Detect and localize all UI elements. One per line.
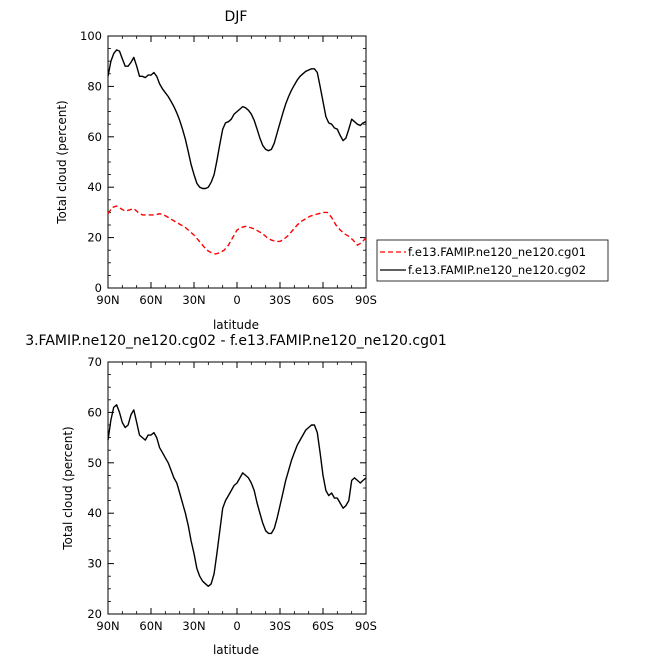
- bottom-y-tick-label: 50: [87, 456, 102, 470]
- bottom-axis-ticks: 20 30 40 50 60 70 90N 60N 30N 0 30S 60S 90S: [87, 355, 377, 633]
- top-legend: f.e13.FAMIP.ne120_ne120.cg01 f.e13.FAMIP…: [376, 239, 609, 282]
- top-x-axis-label: latitude: [213, 318, 259, 332]
- top-y-tick-label: 80: [87, 79, 102, 93]
- bottom-series-lines: [107, 404, 367, 587]
- bottom-y-tick-label: 70: [87, 355, 102, 369]
- bottom-x-tick-label: 60S: [312, 619, 334, 633]
- bottom-y-tick-label: 20: [87, 607, 102, 621]
- top-series-lines: [107, 49, 367, 255]
- top-y-tick-label: 40: [87, 180, 102, 194]
- bottom-plot-frame: [107, 361, 367, 615]
- bottom-x-tick-label: 90S: [355, 619, 377, 633]
- bottom-chart: 3.FAMIP.ne120_ne120.cg02 - f.e13.FAMIP.n…: [25, 333, 447, 657]
- top-x-tick-label: 60S: [312, 293, 334, 307]
- top-chart: DJF 0 20 40 60 80 100 90N 60N 30N 0 30S 60S 90S lati…: [55, 9, 609, 332]
- top-x-tick-label: 60N: [139, 293, 162, 307]
- bottom-series-line-1: [107, 404, 367, 587]
- top-x-tick-label: 30N: [182, 293, 205, 307]
- bottom-x-tick-label: 30S: [269, 619, 291, 633]
- bottom-y-tick-label: 30: [87, 557, 102, 571]
- top-y-axis-label: Total cloud (percent): [55, 100, 69, 224]
- top-y-tick-label: 0: [95, 281, 102, 295]
- bottom-y-tick-label: 40: [87, 506, 102, 520]
- top-plot-frame: [107, 35, 367, 289]
- top-series-line-1: [107, 205, 367, 255]
- bottom-x-tick-label: 90N: [96, 619, 119, 633]
- top-y-tick-label: 60: [87, 130, 102, 144]
- top-x-tick-label: 90N: [96, 293, 119, 307]
- legend-box: [376, 239, 609, 282]
- legend-label-cg01: f.e13.FAMIP.ne120_ne120.cg01: [408, 245, 586, 259]
- bottom-x-tick-label: 0: [233, 619, 240, 633]
- top-y-tick-label: 20: [87, 231, 102, 245]
- bottom-x-tick-label: 60N: [139, 619, 162, 633]
- top-y-tick-label: 100: [80, 29, 102, 43]
- bottom-y-tick-label: 60: [87, 405, 102, 419]
- top-series-line-2: [107, 49, 367, 190]
- bottom-y-axis-label: Total cloud (percent): [61, 426, 75, 550]
- legend-label-cg02: f.e13.FAMIP.ne120_ne120.cg02: [408, 263, 586, 277]
- bottom-x-axis-label: latitude: [213, 643, 259, 657]
- top-chart-title: DJF: [225, 9, 248, 25]
- bottom-chart-title: 3.FAMIP.ne120_ne120.cg02 - f.e13.FAMIP.n…: [25, 333, 447, 349]
- top-axis-ticks: 0 20 40 60 80 100 90N 60N 30N 0 30S 60S 90S: [80, 29, 377, 307]
- top-x-tick-label: 0: [233, 293, 240, 307]
- top-x-tick-label: 90S: [355, 293, 377, 307]
- bottom-x-tick-label: 30N: [182, 619, 205, 633]
- top-x-tick-label: 30S: [269, 293, 291, 307]
